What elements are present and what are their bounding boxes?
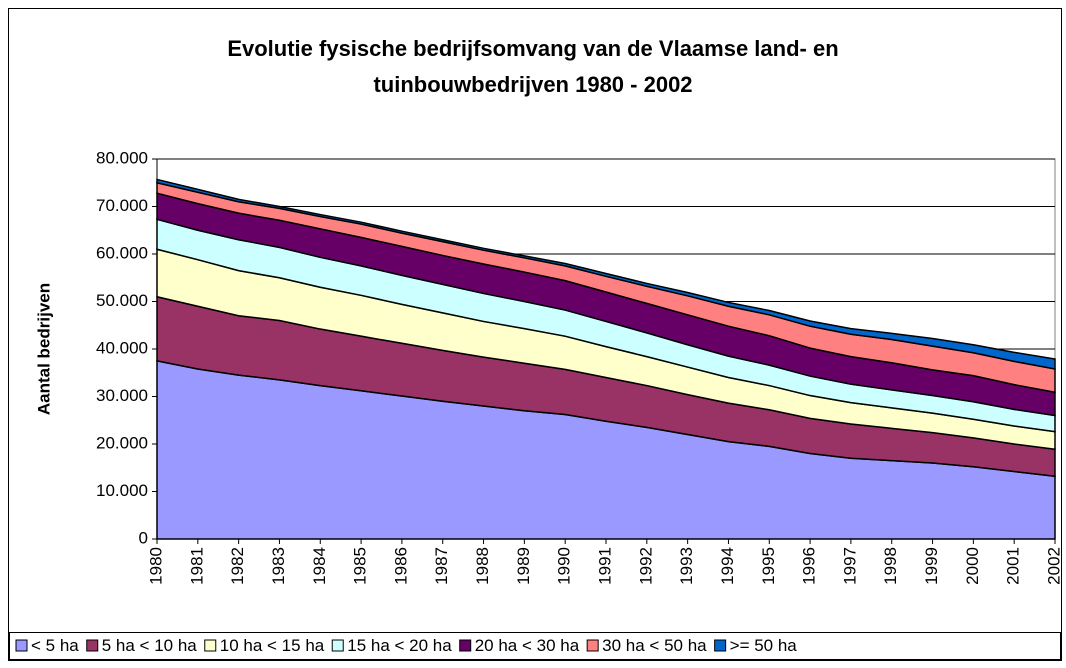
legend-swatch	[586, 639, 599, 652]
y-tick-label: 70.000	[96, 196, 148, 215]
chart-title: Evolutie fysische bedrijfsomvang van de …	[227, 36, 838, 61]
legend-swatch	[15, 639, 28, 652]
x-tick-label: 2001	[1004, 547, 1023, 585]
x-tick-label: 1998	[881, 547, 900, 585]
x-tick-label: 1993	[677, 547, 696, 585]
y-axis-title: Aantal bedrijven	[34, 283, 53, 415]
y-tick-label: 10.000	[96, 481, 148, 500]
x-tick-label: 1984	[310, 547, 329, 585]
y-tick-label: 0	[139, 528, 148, 547]
legend	[9, 632, 1061, 660]
x-tick-label: 1991	[595, 547, 614, 585]
x-tick-label: 1987	[432, 547, 451, 585]
x-tick-label: 1986	[391, 547, 410, 585]
x-tick-label: 1989	[514, 547, 533, 585]
x-tick-label: 1999	[922, 547, 941, 585]
x-tick-label: 1980	[146, 547, 165, 585]
legend-swatch	[459, 639, 472, 652]
chart-title: tuinbouwbedrijven 1980 - 2002	[373, 72, 692, 97]
y-tick-label: 20.000	[96, 433, 148, 452]
legend-label: 5 ha < 10 ha	[102, 636, 198, 655]
x-tick-label: 2000	[963, 547, 982, 585]
x-tick-label: 2002	[1044, 547, 1063, 585]
x-tick-label: 1995	[759, 547, 778, 585]
x-tick-label: 1981	[187, 547, 206, 585]
legend-swatch	[204, 639, 217, 652]
legend-label: 30 ha < 50 ha	[602, 636, 707, 655]
legend-label: 10 ha < 15 ha	[220, 636, 325, 655]
y-tick-label: 40.000	[96, 338, 148, 357]
y-tick-label: 50.000	[96, 291, 148, 310]
legend-swatch	[331, 639, 344, 652]
x-tick-label: 1997	[840, 547, 859, 585]
x-tick-label: 1988	[473, 547, 492, 585]
x-tick-label: 1982	[228, 547, 247, 585]
legend-label: < 5 ha	[31, 636, 79, 655]
x-tick-label: 1983	[269, 547, 288, 585]
legend-label: 20 ha < 30 ha	[475, 636, 580, 655]
x-tick-label: 1996	[800, 547, 819, 585]
area	[156, 178, 1056, 370]
x-tick-label: 1990	[555, 547, 574, 585]
x-tick-label: 1992	[636, 547, 655, 585]
y-tick-label: 80.000	[96, 148, 148, 167]
x-tick-label: 1985	[351, 547, 370, 585]
legend-label: >= 50 ha	[730, 636, 798, 655]
legend-label: 15 ha < 20 ha	[347, 636, 452, 655]
legend-swatch	[714, 639, 727, 652]
y-tick-label: 30.000	[96, 386, 148, 405]
x-tick-label: 1994	[718, 547, 737, 585]
legend-swatch	[86, 639, 99, 652]
y-tick-label: 60.000	[96, 243, 148, 262]
